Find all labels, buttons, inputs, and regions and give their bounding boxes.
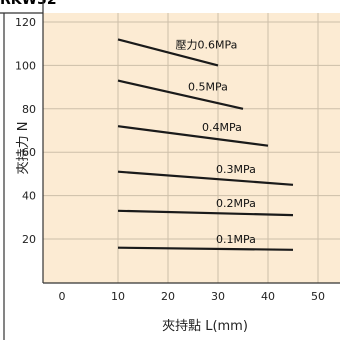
- series-label-0: 壓力0.6MPa: [176, 38, 238, 51]
- y-tick-label: 120: [15, 16, 36, 29]
- series-line-5: [117, 246, 294, 251]
- chart-header-fragment: RKW32: [0, 0, 57, 8]
- y-tick-label: 60: [22, 146, 36, 159]
- series-line-4: [117, 209, 294, 217]
- plot-background: [43, 13, 340, 283]
- series-line-1: [117, 79, 244, 110]
- x-tick-label: 50: [311, 290, 325, 303]
- x-tick-label: 10: [111, 290, 125, 303]
- x-axis-title: 夾持點 L(mm): [162, 319, 248, 334]
- series-line-2: [117, 125, 269, 147]
- x-tick-label: 20: [161, 290, 175, 303]
- x-tick-label: 30: [211, 290, 225, 303]
- x-tick-label: 40: [261, 290, 275, 303]
- y-tick-label: 80: [22, 103, 36, 116]
- y-tick-label: 100: [15, 59, 36, 72]
- x-tick-label: 0: [59, 290, 66, 303]
- series-line-0: [117, 38, 219, 67]
- series-label-1: 0.5MPa: [188, 80, 228, 93]
- series-label-3: 0.3MPa: [216, 163, 256, 176]
- series-label-2: 0.4MPa: [202, 121, 242, 134]
- series-label-5: 0.1MPa: [216, 233, 256, 246]
- series-label-4: 0.2MPa: [216, 197, 256, 210]
- y-axis-title: 夾持力 N: [16, 122, 31, 175]
- y-tick-label: 20: [22, 233, 36, 246]
- series-line-3: [117, 170, 294, 186]
- y-tick-label: 40: [22, 190, 36, 203]
